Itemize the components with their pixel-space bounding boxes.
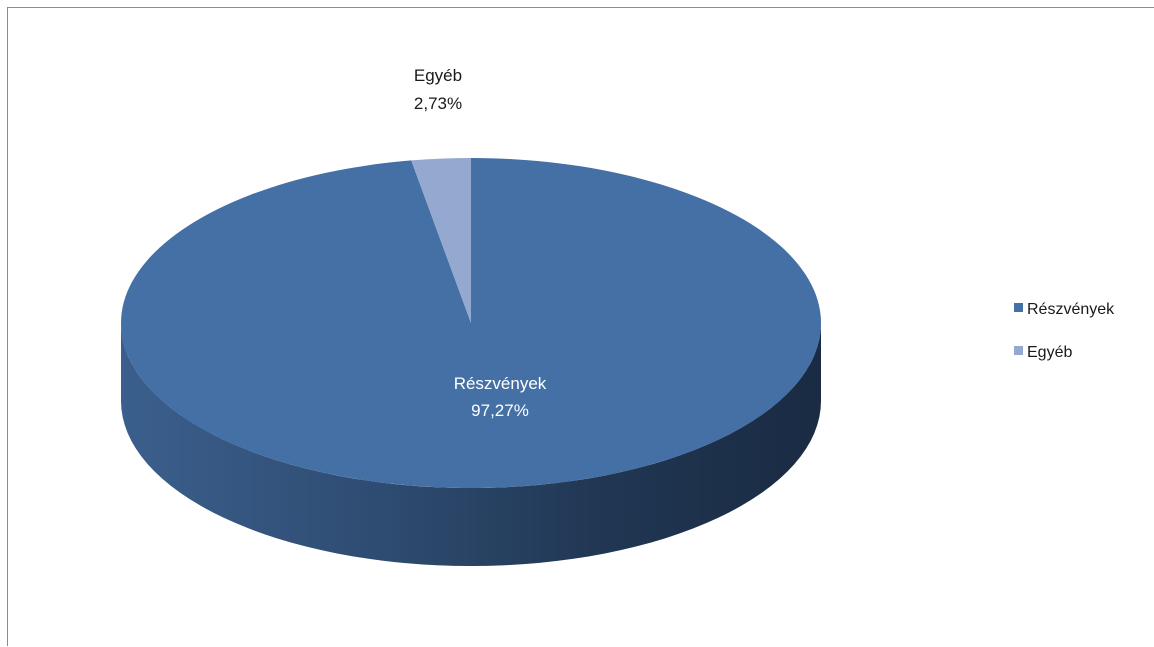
- legend-label-reszvenyek: Részvények: [1027, 301, 1115, 318]
- pie-slice-egyeb: [411, 158, 471, 323]
- legend-swatch-reszvenyek: [1014, 303, 1023, 312]
- pie-slice-reszvenyek: [121, 158, 822, 488]
- slice-label-reszvenyek: Részvények: [454, 374, 547, 393]
- slice-value-reszvenyek: 97,27%: [471, 401, 529, 420]
- slice-label-egyeb: Egyéb: [414, 66, 462, 85]
- pie-side-wall: [121, 323, 821, 566]
- chart-area: Részvények 97,27% Egyéb 2,73% Részvények…: [7, 7, 1154, 646]
- legend-swatch-egyeb: [1014, 346, 1023, 355]
- slice-value-egyeb: 2,73%: [414, 94, 462, 113]
- legend-label-egyeb: Egyéb: [1027, 344, 1072, 361]
- legend: Részvények Egyéb: [1014, 301, 1115, 361]
- pie-chart: Részvények 97,27% Egyéb 2,73% Részvények…: [121, 66, 1115, 566]
